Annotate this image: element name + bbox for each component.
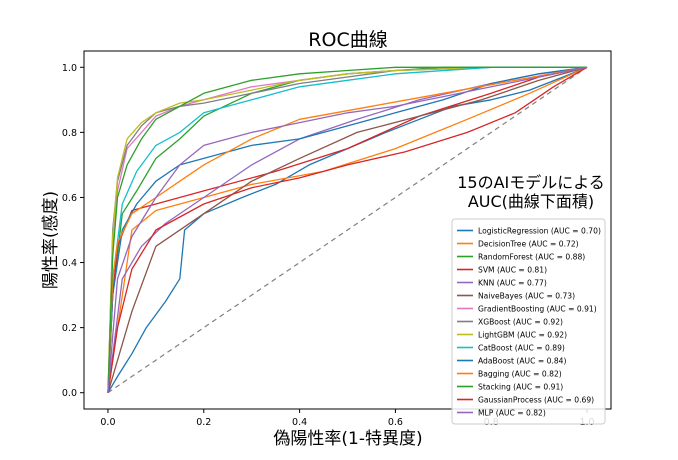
- legend-label-1: LogisticRegression (AUC = 0.70): [478, 227, 601, 236]
- x-axis-label: 偽陽性率(1-特異度): [273, 429, 422, 449]
- legend-box: [451, 218, 606, 425]
- x-tick-label: 0.4: [292, 417, 307, 428]
- y-tick-label: 0.6: [62, 193, 77, 204]
- chart-title: ROC曲線: [308, 29, 387, 51]
- y-tick-label: 1.0: [62, 63, 77, 74]
- y-tick-label: 0.8: [62, 128, 77, 139]
- axes-frame: [83, 50, 612, 410]
- x-tick-label: 0.0: [100, 417, 115, 428]
- legend-label-3: RandomForest (AUC = 0.88): [478, 253, 585, 262]
- legend-label-7: GradientBoosting (AUC = 0.91): [478, 305, 597, 314]
- legend-label-4: SVM (AUC = 0.81): [478, 266, 547, 275]
- series-line-15: [107, 66, 588, 393]
- series-line-4: [107, 66, 588, 393]
- series-line-11: [107, 66, 588, 393]
- legend-label-9: LightGBM (AUC = 0.92): [478, 331, 567, 340]
- legend-label-6: NaiveBayes (AUC = 0.73): [478, 292, 575, 301]
- series-line-2: [107, 66, 588, 393]
- series-line-6: [107, 66, 588, 393]
- legend-label-2: DecisionTree (AUC = 0.72): [478, 240, 579, 249]
- series-line-13: [107, 66, 587, 393]
- y-tick-label: 0.2: [62, 323, 77, 334]
- legend-label-12: Bagging (AUC = 0.82): [478, 370, 562, 379]
- diagonal-reference-line: [107, 66, 588, 394]
- legend-label-8: XGBoost (AUC = 0.92): [478, 318, 563, 327]
- series-line-12: [107, 66, 588, 393]
- legend: LogisticRegression (AUC = 0.70) DecisionT…: [451, 218, 606, 425]
- y-axis-label: 陽性率(感度): [41, 191, 61, 289]
- plot-area: 0.00.00.20.20.40.40.60.60.80.81.01.0: [62, 50, 612, 428]
- legend-label-15: MLP (AUC = 0.82): [478, 409, 546, 418]
- legend-label-5: KNN (AUC = 0.77): [478, 279, 547, 288]
- series-line-14: [107, 66, 588, 393]
- annotation-line-2: AUC(曲線下面積): [468, 192, 594, 211]
- legend-label-11: AdaBoost (AUC = 0.84): [478, 357, 567, 366]
- x-tick-label: 0.6: [388, 417, 403, 428]
- legend-label-14: GaussianProcess (AUC = 0.69): [478, 396, 594, 405]
- annotation-line-1: 15のAIモデルによる: [457, 173, 605, 192]
- series-line-9: [107, 66, 587, 393]
- legend-label-10: CatBoost (AUC = 0.89): [478, 344, 565, 353]
- series-line-10: [107, 66, 587, 393]
- y-tick-label: 0.0: [62, 388, 77, 399]
- legend-label-13: Stacking (AUC = 0.91): [478, 383, 563, 392]
- x-tick-label: 0.2: [196, 417, 211, 428]
- y-tick-label: 0.4: [62, 258, 77, 269]
- series-line-1: [107, 66, 588, 394]
